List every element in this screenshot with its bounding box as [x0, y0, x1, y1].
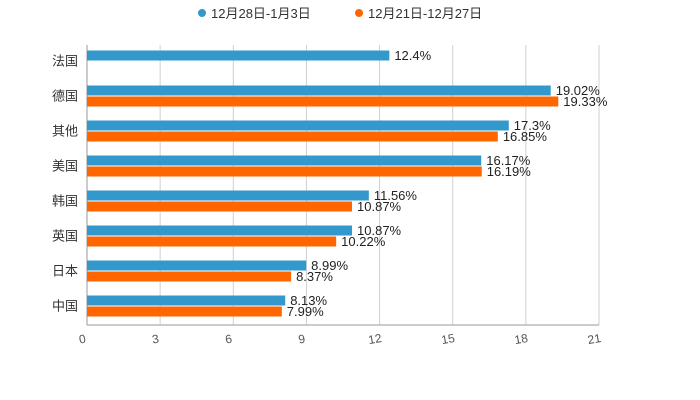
data-label: 10.22%	[341, 234, 386, 249]
bar-s2-中国	[87, 306, 282, 317]
bar-s2-英国	[87, 236, 337, 247]
bar-s1-法国	[87, 50, 390, 61]
bar-s1-美国	[87, 155, 482, 166]
bar-s2-日本	[87, 271, 292, 282]
legend: 12月28日-1月3日 12月21日-12月27日	[198, 6, 482, 21]
x-tick-label: 12	[367, 331, 383, 347]
category-label: 英国	[52, 229, 78, 244]
data-label: 17.3%	[514, 118, 551, 133]
legend-marker-1	[198, 9, 206, 17]
bar-s1-日本	[87, 260, 307, 271]
data-label: 11.56%	[374, 188, 418, 203]
bars	[87, 50, 559, 317]
category-label: 日本	[52, 264, 78, 279]
x-tick-label: 3	[151, 332, 160, 347]
data-label: 12.4%	[394, 48, 431, 63]
legend-label-2: 12月21日-12月27日	[368, 6, 482, 21]
bar-s2-韩国	[87, 201, 353, 212]
data-label: 16.19%	[487, 164, 532, 179]
data-label: 19.02%	[556, 83, 601, 98]
legend-marker-2	[355, 9, 363, 17]
bar-s1-中国	[87, 295, 286, 306]
data-label: 10.87%	[357, 199, 402, 214]
data-label: 16.17%	[486, 153, 531, 168]
category-label: 韩国	[52, 194, 78, 209]
category-label: 法国	[52, 54, 78, 69]
x-tick-label: 21	[587, 331, 603, 347]
data-label: 8.99%	[311, 258, 348, 273]
bar-s2-其他	[87, 131, 498, 142]
category-label: 中国	[52, 299, 78, 314]
bar-s2-美国	[87, 166, 482, 177]
data-label: 19.33%	[563, 94, 608, 109]
data-label: 7.99%	[287, 304, 324, 319]
bar-s1-韩国	[87, 190, 369, 201]
data-label: 16.85%	[503, 129, 548, 144]
category-label: 其他	[52, 124, 78, 139]
x-tick-label: 9	[297, 332, 306, 347]
x-tick-label: 15	[440, 331, 456, 347]
x-tick-label: 0	[78, 332, 87, 347]
bar-s1-其他	[87, 120, 509, 131]
category-label: 德国	[52, 89, 78, 104]
bar-s2-德国	[87, 96, 559, 107]
bar-s1-英国	[87, 225, 353, 236]
x-tick-label: 18	[513, 331, 529, 347]
labels: 0 3 6 9 12 15 18 21 法国 12.4% 德国 19.02%19.33% 其他 17.3%…	[52, 48, 608, 347]
data-label: 8.13%	[290, 293, 327, 308]
data-label: 10.87%	[357, 223, 402, 238]
x-tick-label: 6	[224, 332, 233, 347]
bar-s1-德国	[87, 85, 551, 96]
legend-label-1: 12月28日-1月3日	[211, 6, 311, 21]
data-label: 8.37%	[296, 269, 333, 284]
category-label: 美国	[52, 159, 78, 174]
